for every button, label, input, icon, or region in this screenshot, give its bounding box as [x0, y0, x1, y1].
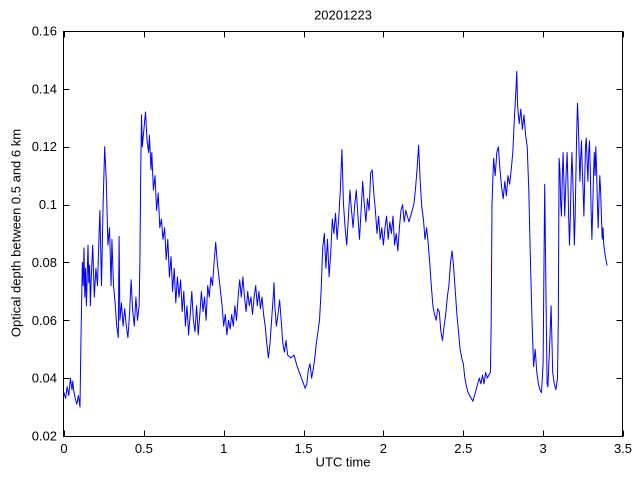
y-tick-label: 0.06 — [32, 313, 57, 328]
axes-box — [63, 31, 623, 437]
data-line — [63, 71, 608, 408]
x-tick-label: 0 — [60, 441, 67, 456]
y-tick-label: 0.14 — [32, 81, 57, 96]
y-tick-label: 0.04 — [32, 371, 57, 386]
x-tick-label: 2.5 — [454, 441, 472, 456]
x-tick-label: 3 — [540, 441, 547, 456]
y-tick-label: 0.1 — [39, 197, 57, 212]
x-tick-label: 1.5 — [295, 441, 313, 456]
chart-title: 20201223 — [314, 7, 372, 23]
y-tick-label: 0.02 — [32, 429, 57, 444]
y-tick-label: 0.12 — [32, 139, 57, 154]
x-tick-label: 2 — [380, 441, 387, 456]
x-tick-label: 3.5 — [614, 441, 632, 456]
x-axis-label: UTC time — [315, 454, 371, 470]
x-tick-label: 1 — [220, 441, 227, 456]
x-tick-label: 0.5 — [135, 441, 153, 456]
y-tick-label: 0.08 — [32, 255, 57, 270]
y-axis-label: Optical depth between 0.5 and 6 km — [8, 128, 24, 338]
y-tick-label: 0.16 — [32, 24, 57, 39]
